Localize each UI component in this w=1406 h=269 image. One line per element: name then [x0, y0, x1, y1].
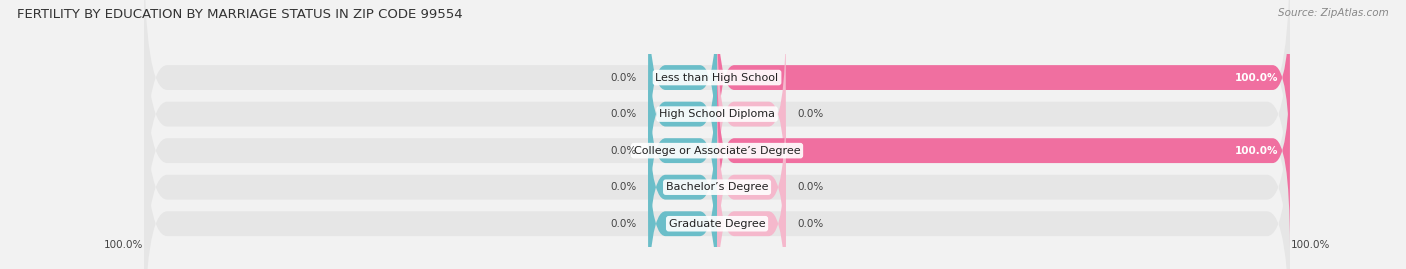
Text: 0.0%: 0.0%: [610, 219, 637, 229]
FancyBboxPatch shape: [145, 0, 1289, 248]
FancyBboxPatch shape: [648, 17, 717, 211]
Text: 100.0%: 100.0%: [104, 240, 143, 250]
Text: 0.0%: 0.0%: [797, 182, 824, 192]
FancyBboxPatch shape: [145, 17, 1289, 269]
FancyBboxPatch shape: [717, 17, 786, 211]
FancyBboxPatch shape: [717, 90, 786, 269]
Text: 100.0%: 100.0%: [1234, 146, 1278, 156]
Text: College or Associate’s Degree: College or Associate’s Degree: [634, 146, 800, 156]
Text: 0.0%: 0.0%: [610, 73, 637, 83]
Text: Less than High School: Less than High School: [655, 73, 779, 83]
FancyBboxPatch shape: [648, 54, 717, 248]
Text: 100.0%: 100.0%: [1234, 73, 1278, 83]
Text: 0.0%: 0.0%: [797, 219, 824, 229]
Text: 0.0%: 0.0%: [610, 146, 637, 156]
Text: FERTILITY BY EDUCATION BY MARRIAGE STATUS IN ZIP CODE 99554: FERTILITY BY EDUCATION BY MARRIAGE STATU…: [17, 8, 463, 21]
FancyBboxPatch shape: [145, 90, 1289, 269]
Text: High School Diploma: High School Diploma: [659, 109, 775, 119]
FancyBboxPatch shape: [648, 126, 717, 269]
Text: Graduate Degree: Graduate Degree: [669, 219, 765, 229]
Text: 0.0%: 0.0%: [610, 109, 637, 119]
Text: 100.0%: 100.0%: [1291, 240, 1330, 250]
FancyBboxPatch shape: [648, 90, 717, 269]
Text: Bachelor’s Degree: Bachelor’s Degree: [666, 182, 768, 192]
Text: 0.0%: 0.0%: [797, 109, 824, 119]
FancyBboxPatch shape: [717, 0, 1289, 175]
FancyBboxPatch shape: [145, 54, 1289, 269]
FancyBboxPatch shape: [717, 54, 1289, 248]
FancyBboxPatch shape: [648, 0, 717, 175]
Text: 0.0%: 0.0%: [610, 182, 637, 192]
Text: Source: ZipAtlas.com: Source: ZipAtlas.com: [1278, 8, 1389, 18]
FancyBboxPatch shape: [717, 126, 786, 269]
FancyBboxPatch shape: [145, 0, 1289, 211]
